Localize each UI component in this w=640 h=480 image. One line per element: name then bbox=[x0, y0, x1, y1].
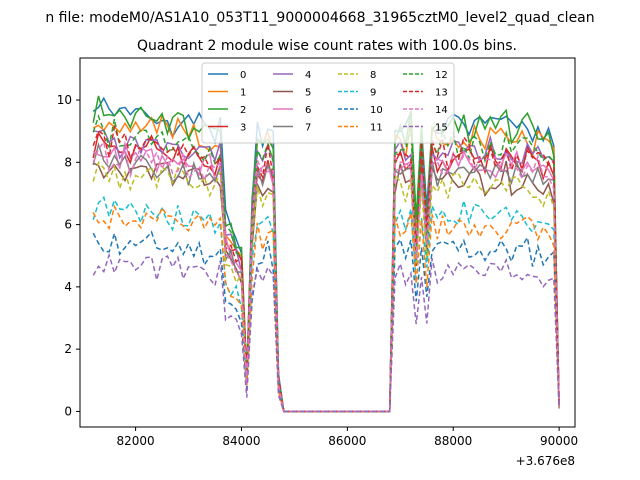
y-tick-label: 0 bbox=[64, 404, 72, 418]
x-axis: 82000 84000 86000 88000 90000 bbox=[116, 427, 578, 448]
legend-frame bbox=[201, 62, 455, 144]
series-line-13 bbox=[92, 124, 560, 413]
y-axis: 0 2 4 6 8 10 bbox=[57, 93, 80, 418]
series-line-9 bbox=[92, 195, 560, 413]
legend-label-2: 2 bbox=[240, 105, 246, 116]
legend-label-10: 10 bbox=[370, 105, 383, 116]
x-tick-label: 82000 bbox=[116, 434, 154, 448]
x-offset-label: +3.676e8 bbox=[516, 454, 575, 468]
legend-label-4: 4 bbox=[305, 70, 311, 81]
x-tick-label: 88000 bbox=[434, 434, 472, 448]
x-tick-label: 84000 bbox=[222, 434, 260, 448]
chart-suptitle: n file: modeM0/AS1A10_053T11_9000004668_… bbox=[45, 10, 594, 26]
legend-label-7: 7 bbox=[305, 123, 311, 134]
legend-label-12: 12 bbox=[435, 70, 448, 81]
x-tick-label: 86000 bbox=[328, 434, 366, 448]
y-tick-label: 10 bbox=[57, 93, 72, 107]
y-tick-label: 6 bbox=[64, 218, 72, 232]
axes-frame bbox=[79, 57, 576, 428]
series-line-12 bbox=[92, 114, 560, 413]
series-line-7 bbox=[92, 141, 560, 413]
chart-title: Quadrant 2 module wise count rates with … bbox=[137, 38, 517, 54]
series-layer bbox=[92, 95, 560, 413]
legend-label-8: 8 bbox=[370, 70, 376, 81]
legend-label-11: 11 bbox=[370, 123, 383, 134]
legend-label-13: 13 bbox=[435, 88, 448, 99]
series-line-11 bbox=[92, 204, 560, 413]
series-line-15 bbox=[92, 252, 560, 413]
legend-label-0: 0 bbox=[240, 70, 246, 81]
legend-label-1: 1 bbox=[240, 88, 246, 99]
legend-label-5: 5 bbox=[305, 88, 311, 99]
y-tick-label: 8 bbox=[64, 155, 72, 169]
x-tick-label: 90000 bbox=[540, 434, 578, 448]
legend-label-6: 6 bbox=[305, 105, 311, 116]
legend-label-9: 9 bbox=[370, 88, 376, 99]
series-line-5 bbox=[92, 160, 560, 413]
legend-label-14: 14 bbox=[435, 105, 448, 116]
series-line-8 bbox=[92, 161, 560, 413]
series-line-6 bbox=[92, 140, 560, 413]
y-tick-label: 2 bbox=[64, 342, 72, 356]
legend-label-3: 3 bbox=[240, 123, 246, 134]
series-line-14 bbox=[92, 140, 560, 413]
legend-label-15: 15 bbox=[435, 123, 448, 134]
y-tick-label: 4 bbox=[64, 280, 72, 294]
